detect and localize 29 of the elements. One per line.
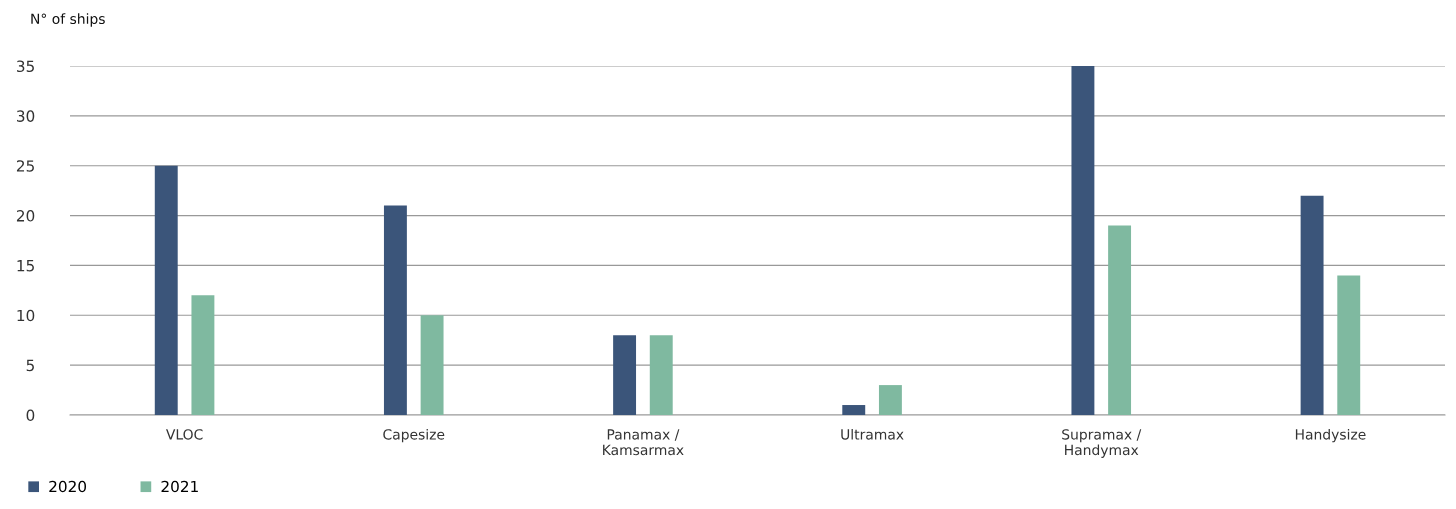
x-tick-label: Handysize bbox=[1295, 428, 1366, 443]
bar bbox=[1108, 225, 1132, 415]
legend-label: 2021 bbox=[161, 480, 198, 493]
y-tick-label: 15 bbox=[17, 260, 34, 272]
bar bbox=[613, 335, 637, 415]
y-tick-label: 5 bbox=[26, 359, 34, 372]
bar bbox=[842, 405, 866, 415]
x-tick-label: Panamax / Kamsarmax bbox=[603, 429, 684, 456]
x-tick-label: Ultramax bbox=[841, 428, 904, 440]
y-tick-label: 20 bbox=[16, 210, 35, 222]
x-tick-label: Capesize bbox=[383, 428, 445, 443]
y-tick-label: 25 bbox=[16, 160, 34, 172]
bar bbox=[383, 205, 407, 415]
y-tick-label: 35 bbox=[17, 60, 34, 73]
bar bbox=[191, 295, 215, 415]
y-tick-label: 10 bbox=[17, 309, 35, 322]
bar bbox=[154, 165, 178, 415]
bar bbox=[1071, 66, 1095, 415]
bar bbox=[420, 315, 444, 415]
bar bbox=[649, 335, 673, 415]
y-tick-label: 30 bbox=[17, 110, 35, 122]
y-axis-title: N° of ships bbox=[31, 13, 105, 27]
bar bbox=[1337, 275, 1361, 415]
bar bbox=[1300, 195, 1324, 415]
x-tick-label: VLOC bbox=[166, 429, 203, 440]
y-tick-label: 0 bbox=[26, 409, 35, 422]
x-tick-label: Supramax / Handymax bbox=[1062, 429, 1142, 458]
bar bbox=[878, 385, 902, 415]
legend-label: 2020 bbox=[49, 480, 87, 493]
